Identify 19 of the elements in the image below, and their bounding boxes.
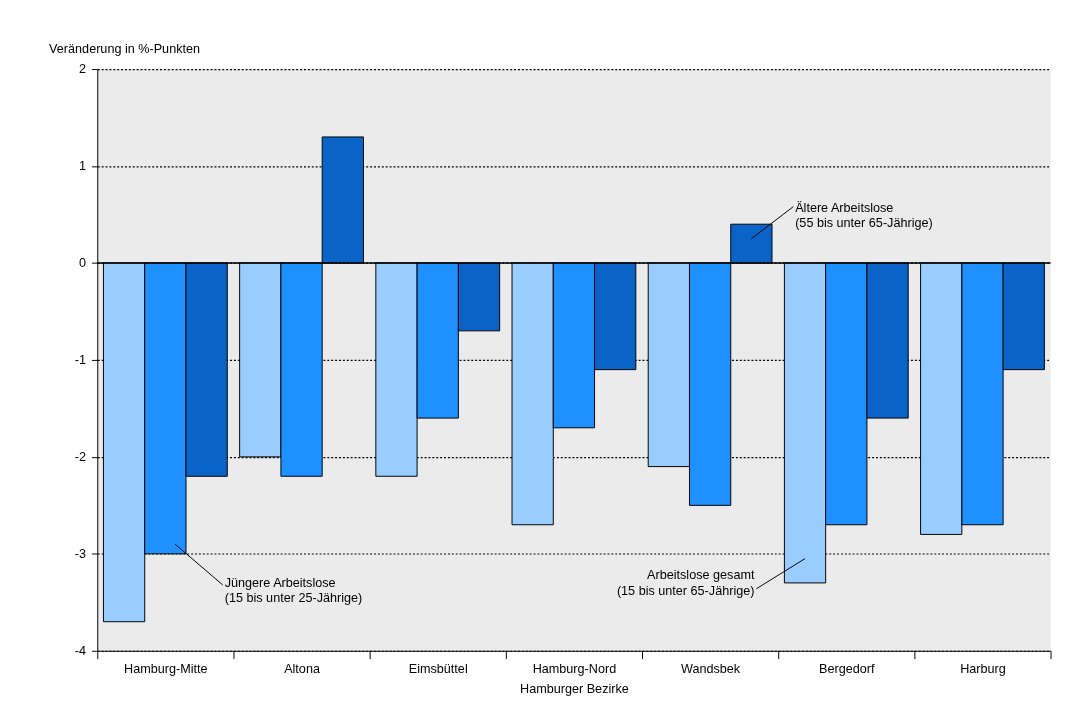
y-tick-label: -3 bbox=[74, 547, 87, 562]
x-tick-label: Eimsbüttel bbox=[408, 661, 468, 676]
y-axis-title: Veränderung in %-Punkten bbox=[49, 42, 201, 57]
y-tick-label: -2 bbox=[74, 450, 87, 465]
series-label: Ältere Arbeitslose (55 bis unter 65-Jährige) bbox=[795, 200, 933, 231]
y-tick-label: 2 bbox=[79, 62, 87, 77]
text: Jüngere Arbeitslose (15 bis unter 25-Jährige) bbox=[224, 575, 363, 606]
y-tick-label: -1 bbox=[74, 353, 87, 368]
x-tick-label: Hamburg-Mitte bbox=[124, 661, 208, 676]
x-tick-label: Bergedorf bbox=[819, 661, 875, 676]
x-tick-label: Harburg bbox=[960, 661, 1006, 676]
x-tick-label: Altona bbox=[284, 661, 321, 676]
x-tick-label: Wandsbek bbox=[681, 661, 741, 676]
y-tick-label: 0 bbox=[79, 256, 87, 271]
x-axis-title: Hamburger Bezirke bbox=[520, 682, 629, 697]
text: Arbeitslose gesamt (15 bis unter 65-Jährige) bbox=[616, 568, 755, 598]
y-tick-label: -4 bbox=[74, 644, 87, 659]
x-tick-label: Hamburg-Nord bbox=[532, 661, 617, 676]
y-tick-label: 1 bbox=[79, 159, 87, 174]
